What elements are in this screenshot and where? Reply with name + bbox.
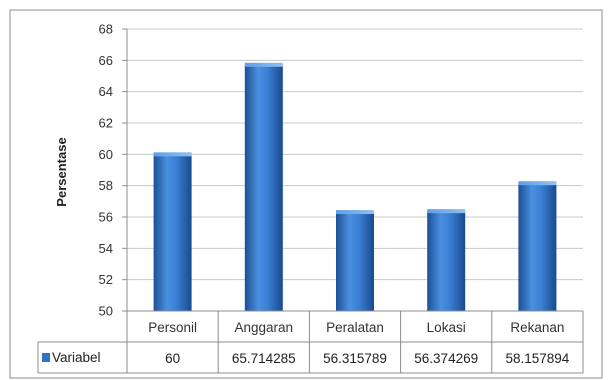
y-tick-label: 50 xyxy=(99,304,113,319)
bar-lokasi xyxy=(427,209,466,311)
y-tick-label: 66 xyxy=(99,53,113,68)
y-axis: 50 52 54 56 58 60 62 64 66 68 xyxy=(99,22,128,319)
y-tick-label: 60 xyxy=(99,147,113,162)
table-grid xyxy=(37,310,584,374)
table-value-cell: 60 xyxy=(165,351,180,366)
bar-cap xyxy=(336,210,374,215)
y-tick-label: 52 xyxy=(99,272,113,287)
bar-cap xyxy=(427,209,466,214)
bar-personil xyxy=(153,152,192,311)
y-tick-label: 58 xyxy=(99,178,113,193)
bar-body xyxy=(153,154,192,311)
table-value-cell: 56.374269 xyxy=(414,351,478,366)
bar-body xyxy=(518,183,557,311)
y-tick-label: 62 xyxy=(99,116,113,131)
bars xyxy=(153,62,557,311)
y-tick-label: 64 xyxy=(99,84,113,99)
legend-series-label: Variabel xyxy=(52,350,101,365)
bar-cap xyxy=(518,181,557,186)
x-category-label: Peralatan xyxy=(326,320,384,335)
bar-body xyxy=(336,212,374,311)
bar-anggaran xyxy=(244,62,283,311)
x-category-label: Lokasi xyxy=(427,320,466,335)
x-category-label: Anggaran xyxy=(235,320,294,335)
bar-peralatan xyxy=(336,210,374,311)
bar-body xyxy=(427,211,466,311)
chart-frame xyxy=(9,9,603,379)
bar-cap xyxy=(244,62,283,67)
y-tick-label: 68 xyxy=(99,22,113,37)
bar-body xyxy=(244,64,283,311)
x-category-label: Personil xyxy=(148,320,197,335)
x-category-label: Rekanan xyxy=(510,320,564,335)
table-value-cell: 65.714285 xyxy=(232,351,296,366)
table-value-cell: 56.315789 xyxy=(323,351,387,366)
data-table: Personil Anggaran Peralatan Lokasi Rekanan Va… xyxy=(37,310,584,374)
table-value-cell: 58.157894 xyxy=(505,351,569,366)
y-tick-label: 54 xyxy=(99,241,113,256)
legend-swatch xyxy=(42,353,50,362)
y-tick-label: 56 xyxy=(99,210,113,225)
y-axis-label: Persentase xyxy=(54,137,69,206)
bar-rekanan xyxy=(518,181,557,311)
bar-cap xyxy=(153,152,192,157)
